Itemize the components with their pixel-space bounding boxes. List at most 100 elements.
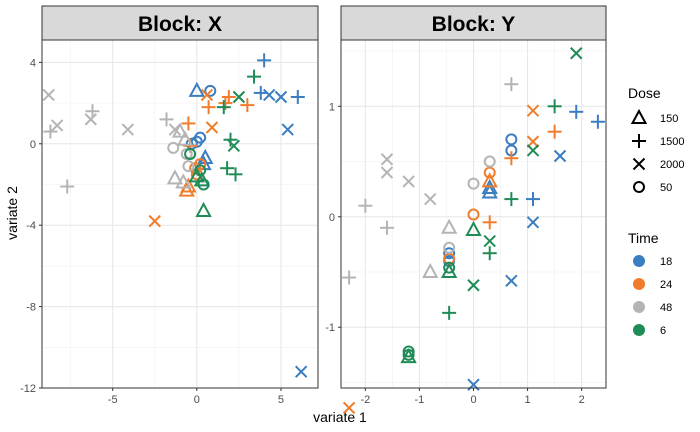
data-point [443,261,456,274]
x-tick-label: -2 [360,394,370,406]
data-point [182,160,195,173]
x-tick-label: -1 [415,394,425,406]
y-tick-label: 0 [30,139,36,151]
legend-key-dot [633,278,645,290]
panels-layer: Block: X -5 0 5 -12 -8 -4 0 4 Block: Y -2 -1 0 1 2 -1 0 1 [20,5,607,415]
y-tick-label: 1 [329,101,335,113]
x-tick-label: 0 [470,394,476,406]
data-point [380,166,394,179]
panel-title: Block: X [138,13,222,36]
data-point [482,215,497,230]
legend-key-cross [632,157,646,171]
data-point [526,135,540,148]
x-tick-label: 0 [194,394,200,406]
data-point [178,181,195,197]
legend: Dose Time 150 1500 2000 50 18 24 48 6 [628,85,684,337]
data-point [188,81,206,97]
legend-label: 24 [660,279,672,291]
data-point [294,365,308,378]
data-point [467,177,480,190]
data-point [422,262,439,278]
shape-legend-item: 1500 [632,134,684,148]
x-tick-label: 2 [579,394,585,406]
y-tick-label: -1 [325,322,335,334]
data-point [176,130,194,146]
data-point [159,112,174,127]
data-point [443,247,456,260]
data-point [483,155,496,168]
data-point [240,98,255,113]
data-point [281,123,294,136]
data-point [442,305,457,320]
data-point [553,149,567,163]
data-point [483,234,496,248]
shape-legend-item: 2000 [632,157,684,171]
data-point [227,139,241,153]
data-point [166,169,184,185]
legend-key-dot [633,301,645,313]
color-legend-item: 6 [633,324,666,337]
data-point [201,100,216,115]
panel-title: Block: Y [432,13,516,36]
color-legend-item: 18 [633,255,672,268]
data-point [60,179,75,194]
y-tick-label: -4 [26,220,36,232]
data-point [85,104,100,119]
data-point [257,53,272,68]
legend-label: 48 [660,302,672,314]
x-axis-title: variate 1 [313,409,367,425]
data-point [220,161,235,176]
data-point [424,192,437,206]
data-point [547,124,562,139]
y-tick-label: 0 [329,212,335,224]
data-point [274,90,288,104]
legend-label: 2000 [660,159,684,171]
data-point [221,89,236,104]
data-point [205,121,219,134]
y-tick-label: -8 [26,302,36,314]
data-point [181,116,196,131]
data-point [195,155,212,171]
data-point [482,246,497,261]
data-point [171,122,189,138]
data-point [526,144,540,157]
color-legend-title: Time [628,230,659,246]
shape-legend-title: Dose [628,85,661,101]
data-point [195,201,212,217]
data-point [525,192,540,207]
data-point [121,123,135,136]
data-point [200,88,214,102]
panel-border [340,39,607,389]
x-tick-label: 1 [525,394,531,406]
data-point [569,104,584,119]
data-point [443,241,456,254]
data-point [465,220,482,237]
data-point [247,69,262,84]
data-point [204,84,217,97]
data-point [504,151,519,166]
y-tick-label: 4 [30,57,36,69]
data-point [481,183,498,199]
data-point [197,178,210,191]
data-point [526,104,540,117]
color-legend-item: 48 [633,301,672,314]
data-point [175,173,192,189]
data-point [467,279,480,292]
data-point [290,89,305,104]
data-point [253,85,268,100]
data-point [402,175,415,188]
data-point [184,147,197,160]
y-axis-title: variate 2 [4,186,20,240]
legend-key-triangle [630,108,648,124]
legend-label: 18 [660,256,672,268]
data-point [440,218,458,234]
data-point [504,192,519,207]
data-point [481,172,498,188]
x-tick-label: -5 [108,394,118,406]
legend-label: 1500 [660,136,684,148]
legend-key-dot [633,324,645,336]
legend-key-dot [633,255,645,267]
data-point [50,119,64,132]
data-point [505,274,518,288]
